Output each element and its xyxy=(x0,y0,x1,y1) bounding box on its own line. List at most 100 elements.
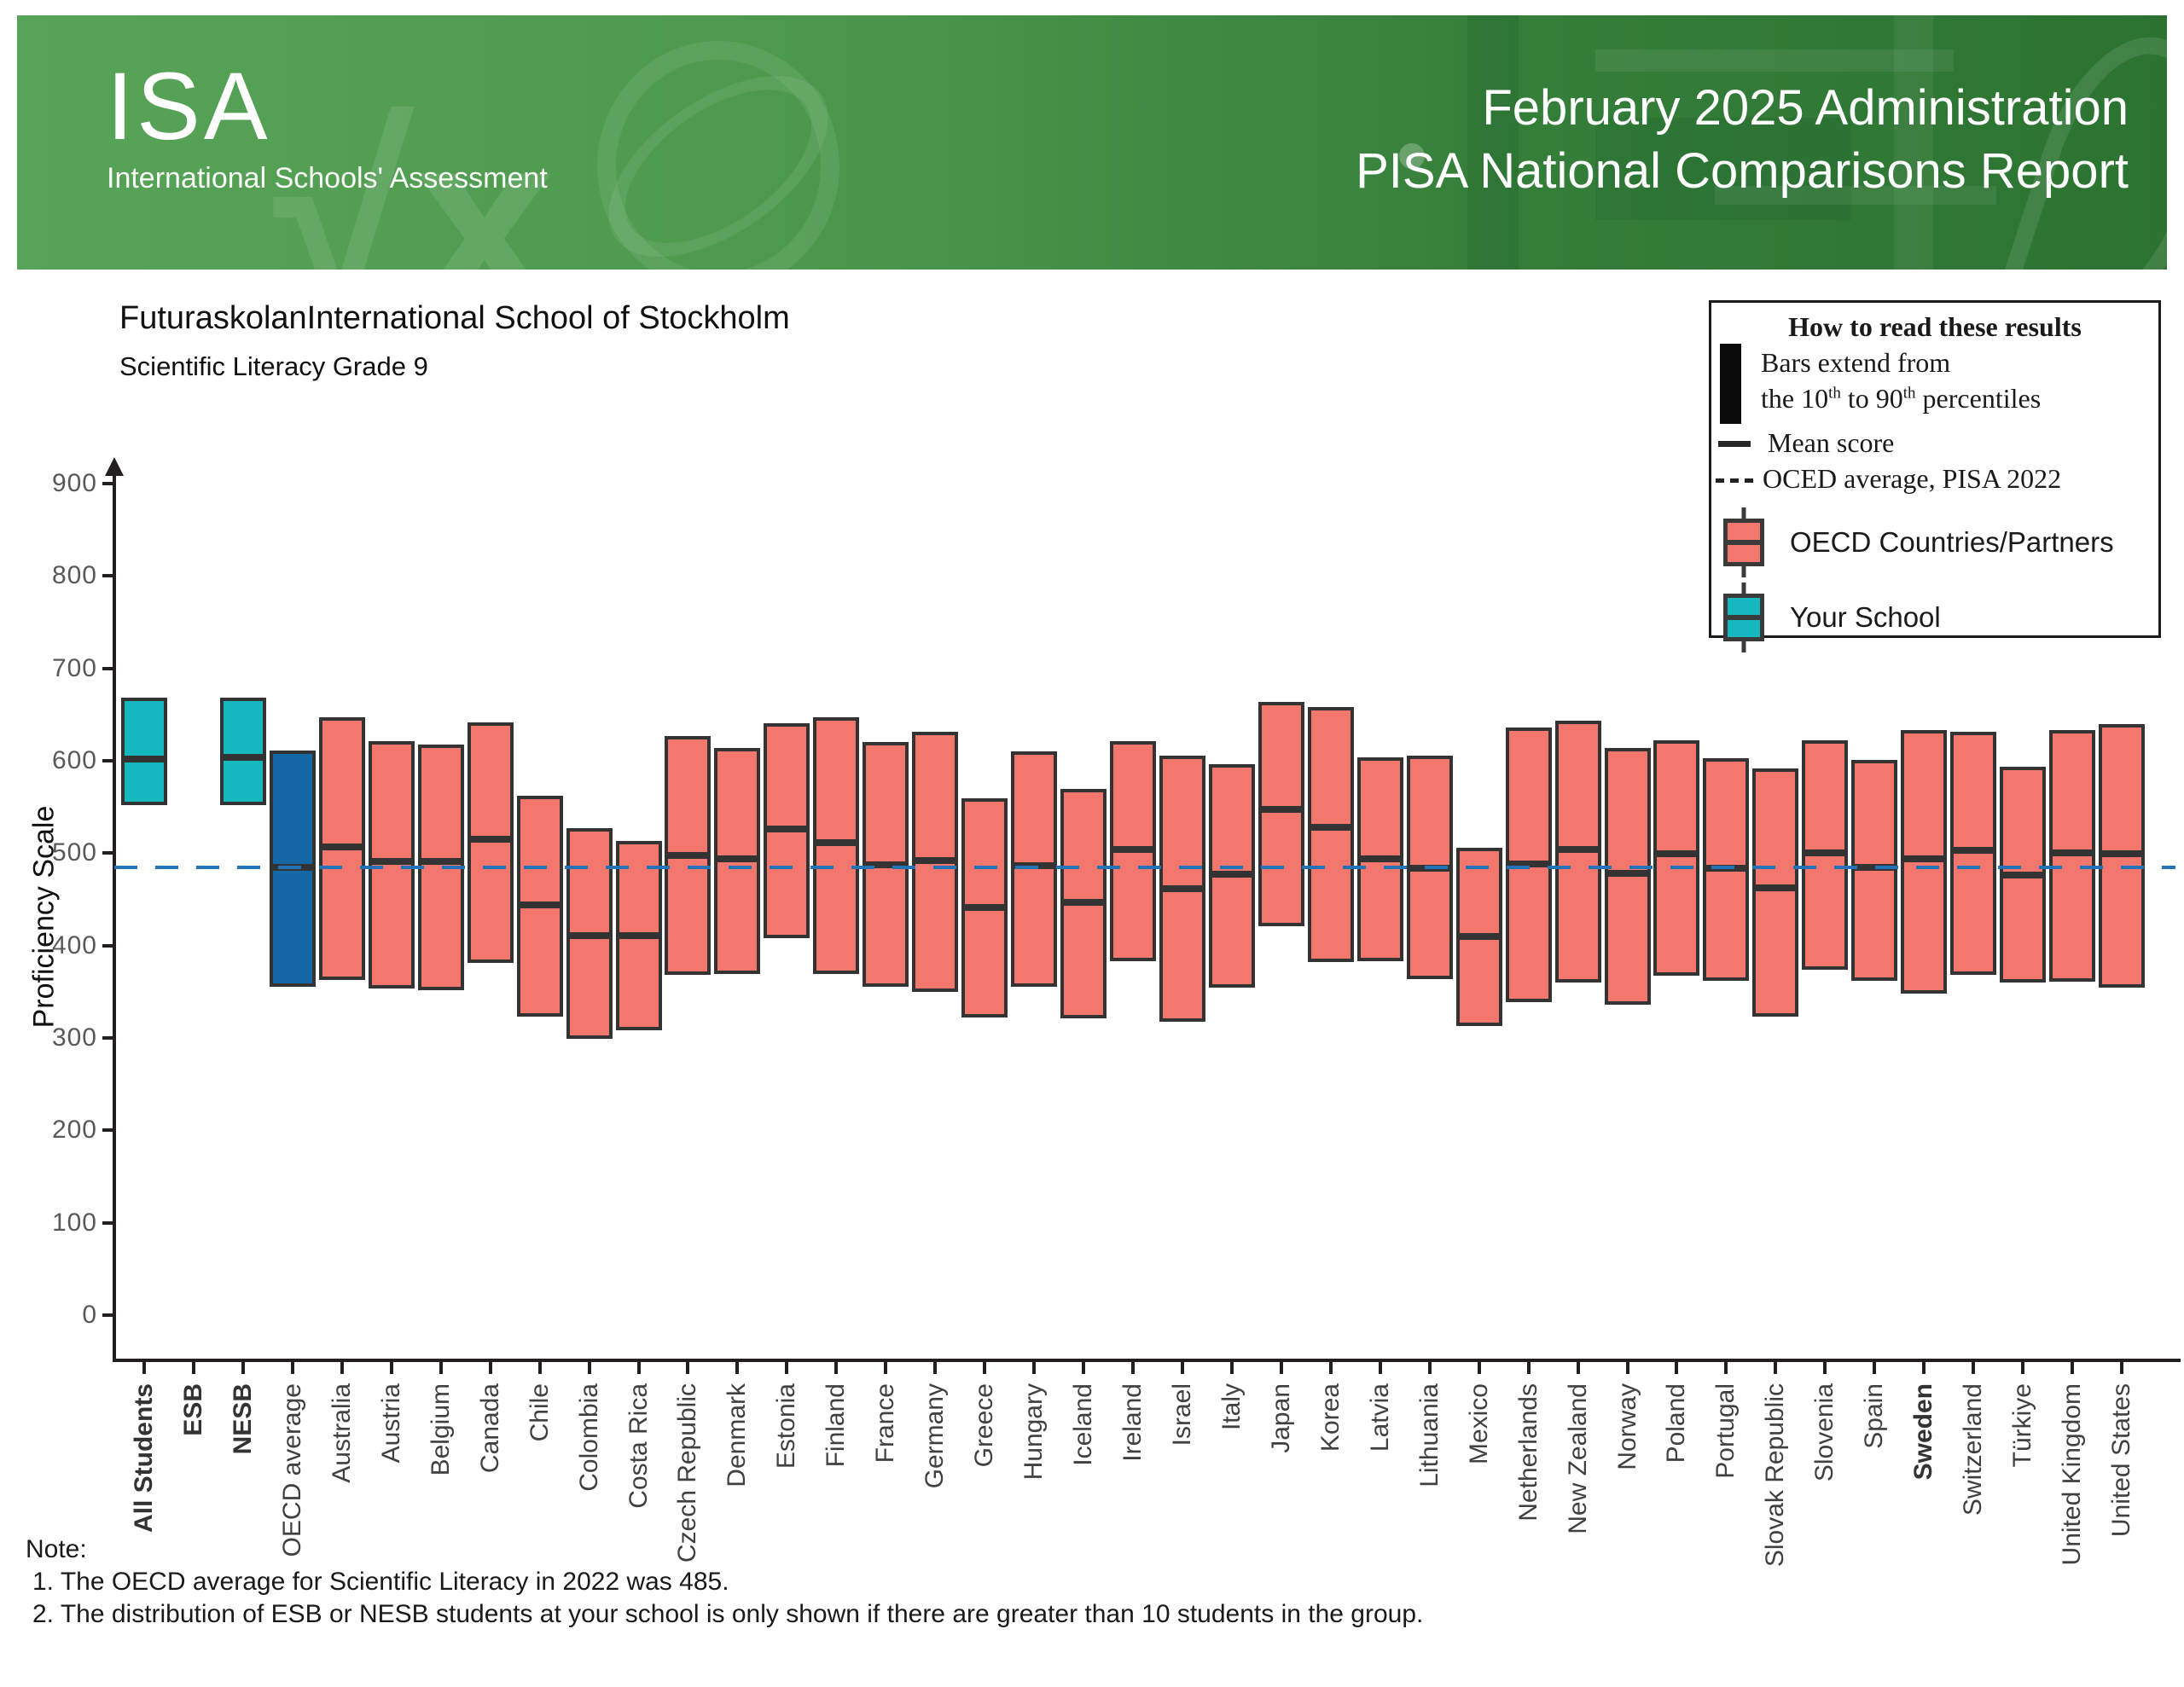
x-label-Slovak Republic: Slovak Republic xyxy=(1761,1383,1790,1568)
y-tick-label-200: 200 xyxy=(51,1116,97,1145)
bar-Netherlands xyxy=(1505,728,1552,1002)
x-label-Costa Rica: Costa Rica xyxy=(624,1383,653,1509)
y-tick-400 xyxy=(102,943,113,948)
mean-line-Austria xyxy=(371,858,411,866)
x-tick-New Zealand xyxy=(1576,1360,1580,1374)
x-tick-Latvia xyxy=(1378,1360,1382,1374)
mean-line-Colombia xyxy=(569,931,609,939)
note-line-2: 2. The distribution of ESB or NESB stude… xyxy=(32,1600,1424,1628)
mean-line-Greece xyxy=(965,904,1005,912)
mean-line-Slovak Republic xyxy=(1756,884,1796,892)
bar-Ireland xyxy=(1110,741,1156,962)
x-tick-Italy xyxy=(1229,1360,1234,1374)
x-tick-Slovak Republic xyxy=(1774,1360,1778,1374)
bar-Spain xyxy=(1851,759,1898,981)
y-tick-100 xyxy=(102,1220,113,1225)
x-label-OECD average: OECD average xyxy=(277,1383,306,1557)
x-label-United Kingdom: United Kingdom xyxy=(2058,1383,2087,1566)
bar-Türkiye xyxy=(2000,766,2047,983)
mean-line-icon xyxy=(1718,441,1751,447)
x-label-Israel: Israel xyxy=(1167,1383,1196,1446)
y-tick-label-700: 700 xyxy=(51,653,97,682)
x-tick-NESB xyxy=(241,1360,245,1374)
bar-Estonia xyxy=(764,722,810,938)
x-tick-Australia xyxy=(340,1360,344,1374)
x-label-Latvia: Latvia xyxy=(1365,1383,1394,1452)
x-label-Belgium: Belgium xyxy=(426,1383,455,1476)
mean-line-All Students xyxy=(125,755,164,762)
x-label-Canada: Canada xyxy=(475,1383,504,1474)
oecd-average-dashed-line xyxy=(114,865,2175,869)
bar-Mexico xyxy=(1455,847,1502,1026)
isa-logo: ISA International Schools' Assessment xyxy=(107,56,548,195)
isa-logo-text: ISA xyxy=(107,53,271,159)
x-label-ESB: ESB xyxy=(178,1383,207,1436)
bar-Finland xyxy=(813,717,860,975)
mean-line-Finland xyxy=(816,839,857,847)
x-tick-Canada xyxy=(488,1360,492,1374)
x-label-Türkiye: Türkiye xyxy=(2008,1383,2037,1468)
x-tick-Austria xyxy=(389,1360,393,1374)
x-tick-Iceland xyxy=(1082,1360,1086,1374)
bar-Denmark xyxy=(714,747,761,975)
x-axis-line xyxy=(113,1359,2181,1362)
x-label-Greece: Greece xyxy=(970,1383,999,1468)
mean-line-Türkiye xyxy=(2003,872,2043,879)
bar-Hungary xyxy=(1011,751,1058,988)
x-label-Netherlands: Netherlands xyxy=(1513,1383,1542,1522)
legend-title: How to read these results xyxy=(1788,311,2082,342)
x-tick-All Students xyxy=(142,1360,146,1374)
x-tick-Czech Republic xyxy=(686,1360,690,1374)
oecd-countries-boxplot-icon xyxy=(1723,507,1764,577)
bar-New Zealand xyxy=(1554,721,1601,983)
x-tick-Portugal xyxy=(1724,1360,1728,1374)
x-tick-Spain xyxy=(1873,1360,1877,1374)
mean-line-United Kingdom xyxy=(2053,849,2093,857)
bar-France xyxy=(863,742,909,988)
x-label-Czech Republic: Czech Republic xyxy=(673,1383,702,1563)
mean-line-France xyxy=(866,861,906,869)
x-tick-Mexico xyxy=(1477,1360,1481,1374)
x-label-Spain: Spain xyxy=(1860,1383,1889,1449)
x-label-Australia: Australia xyxy=(327,1383,356,1483)
bar-Slovenia xyxy=(1802,740,1849,970)
x-tick-Slovenia xyxy=(1823,1360,1827,1374)
bar-All Students xyxy=(121,698,167,805)
x-label-NESB: NESB xyxy=(228,1383,257,1455)
x-label-Iceland: Iceland xyxy=(1069,1383,1098,1466)
bar-Australia xyxy=(318,717,365,980)
x-label-Korea: Korea xyxy=(1316,1383,1345,1452)
y-tick-label-600: 600 xyxy=(51,746,97,774)
x-label-Portugal: Portugal xyxy=(1711,1383,1740,1479)
bar-Czech Republic xyxy=(665,735,712,976)
x-label-United States: United States xyxy=(2107,1383,2135,1538)
mean-line-Switzerland xyxy=(1954,847,1994,855)
bar-Norway xyxy=(1604,747,1651,1005)
x-tick-Chile xyxy=(537,1360,542,1374)
y-tick-label-100: 100 xyxy=(51,1208,97,1237)
y-tick-label-500: 500 xyxy=(51,838,97,867)
x-tick-Costa Rica xyxy=(636,1360,641,1374)
legend-box: How to read these results Bars extend fr… xyxy=(1709,300,2161,652)
x-label-Austria: Austria xyxy=(376,1383,405,1464)
bar-United Kingdom xyxy=(2049,730,2096,982)
x-tick-Türkiye xyxy=(2021,1360,2025,1374)
x-label-All Students: All Students xyxy=(130,1383,158,1533)
legend-oecd-countries-label: OECD Countries/Partners xyxy=(1790,526,2114,558)
legend-mean-label: Mean score xyxy=(1768,427,1895,458)
x-tick-Israel xyxy=(1180,1360,1184,1374)
legend-your-school-label: Your School xyxy=(1790,601,1941,633)
mean-line-Germany xyxy=(915,856,956,864)
bar-Italy xyxy=(1208,764,1255,988)
legend-bars-text-line2: the 10th to 90th percentiles xyxy=(1761,383,2042,414)
y-tick-0 xyxy=(102,1313,113,1317)
bar-Greece xyxy=(961,798,1008,1018)
x-label-Poland: Poland xyxy=(1662,1383,1691,1464)
x-label-Estonia: Estonia xyxy=(772,1383,801,1470)
x-label-Mexico: Mexico xyxy=(1464,1383,1493,1465)
x-label-Japan: Japan xyxy=(1266,1383,1295,1453)
bar-Sweden xyxy=(1901,730,1948,994)
mean-line-Slovenia xyxy=(1805,849,1845,857)
x-label-New Zealand: New Zealand xyxy=(1563,1383,1592,1534)
